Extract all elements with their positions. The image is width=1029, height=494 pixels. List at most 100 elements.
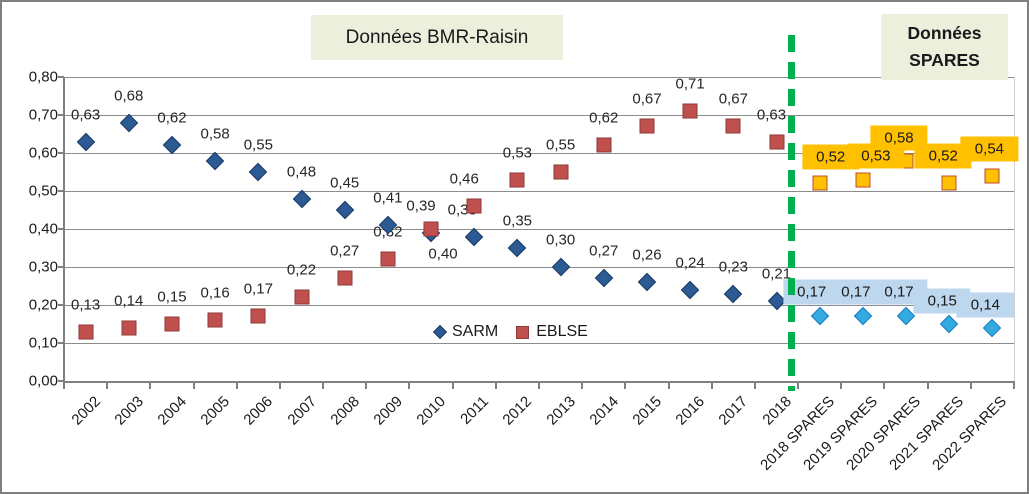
data-point-square-marker <box>380 251 396 267</box>
data-point-label: 0,27 <box>330 242 360 260</box>
right-region-title-line1: Données <box>907 22 982 43</box>
legend-label-sarm: SARM <box>452 323 499 340</box>
data-point-square-marker <box>639 118 655 134</box>
data-point-square-marker <box>682 103 698 119</box>
y-axis-tick <box>58 114 64 116</box>
x-axis-tick <box>149 383 152 389</box>
data-point-label: 0,48 <box>286 163 317 181</box>
data-point-label: 0,39 <box>406 197 436 215</box>
data-point-label: 0,40 <box>428 245 458 263</box>
y-axis-tick <box>58 342 64 344</box>
data-point-label: 0,55 <box>545 136 576 154</box>
data-point-label: 0,54 <box>960 136 1019 162</box>
y-axis-tick-label: 0,20 <box>28 296 58 314</box>
data-point-label: 0,30 <box>545 231 576 249</box>
x-axis-tick <box>278 383 281 389</box>
gridline <box>64 229 1014 230</box>
data-point-square-marker <box>337 270 353 286</box>
data-point-label: 0,35 <box>502 212 533 230</box>
spares-separator-dashed-line <box>788 35 795 391</box>
data-point-label: 0,58 <box>870 125 928 151</box>
data-point-label: 0,14 <box>114 292 144 310</box>
x-axis-tick <box>451 383 454 389</box>
y-axis-tick <box>58 190 64 192</box>
x-axis-tick <box>538 383 540 389</box>
data-point-label: 0,26 <box>632 246 662 264</box>
data-point-square-marker <box>553 164 569 180</box>
x-axis-tick <box>63 383 65 389</box>
y-axis-tick-label: 0,80 <box>28 68 58 86</box>
data-point-label: 0,23 <box>718 258 748 276</box>
data-point-label: 0,22 <box>286 261 317 279</box>
data-point-label: 0,58 <box>200 125 230 143</box>
data-point-label: 0,13 <box>70 296 101 314</box>
y-axis-tick-label: 0,30 <box>28 258 58 276</box>
y-axis-line <box>63 77 65 381</box>
x-axis-tick <box>969 383 972 389</box>
right-region-title-line2: SPARES <box>909 50 980 70</box>
plot-right-border <box>1014 77 1015 381</box>
right-region-title: Données SPARES <box>881 14 1008 80</box>
data-point-label: 0,16 <box>200 284 230 302</box>
x-axis-tick <box>365 383 368 389</box>
data-point-square-marker <box>596 137 612 153</box>
data-point-label: 0,14 <box>956 292 1015 318</box>
data-point-square-marker <box>855 172 871 188</box>
data-point-label: 0,45 <box>330 174 360 192</box>
data-point-square-marker <box>294 289 309 305</box>
y-axis-tick-label: 0,50 <box>28 182 58 200</box>
data-point-square-marker <box>812 175 828 191</box>
x-axis-line <box>63 381 1015 383</box>
legend: SARM EBLSE <box>432 323 588 341</box>
legend-label-eblse: EBLSE <box>536 323 588 340</box>
data-point-square-marker <box>78 324 94 340</box>
y-axis-tick <box>58 266 64 268</box>
x-axis-tick <box>322 383 325 389</box>
data-point-label: 0,41 <box>373 189 403 207</box>
gridline <box>64 115 1014 116</box>
data-point-label: 0,63 <box>756 106 787 124</box>
data-point-label: 0,62 <box>157 109 187 127</box>
y-axis-tick-label: 0,70 <box>28 106 58 124</box>
y-axis-tick-label: 0,60 <box>28 144 58 162</box>
data-point-square-marker <box>423 221 439 237</box>
data-point-label: 0,67 <box>718 90 748 108</box>
gridline <box>64 153 1014 154</box>
y-axis-tick-label: 0,10 <box>28 334 58 352</box>
data-point-square-marker <box>250 308 266 324</box>
data-point-label: 0,68 <box>114 87 144 105</box>
x-axis-tick <box>926 383 929 389</box>
y-axis-tick <box>58 152 64 154</box>
left-region-title-text: Données BMR-Raisin <box>345 26 529 48</box>
y-axis-tick <box>58 380 64 382</box>
y-axis-tick-label: 0,00 <box>28 372 58 390</box>
x-axis-tick <box>667 383 670 389</box>
data-point-label: 0,62 <box>589 109 619 127</box>
gridline <box>64 267 1014 268</box>
data-point-square-marker <box>941 175 957 191</box>
data-point-label: 0,24 <box>675 254 705 272</box>
x-axis-tick <box>494 383 497 389</box>
y-axis-tick-label: 0,40 <box>28 220 58 238</box>
data-point-square-marker <box>164 316 180 332</box>
data-point-label: 0,46 <box>449 170 479 188</box>
x-axis-tick <box>840 383 843 389</box>
x-axis-tick <box>235 383 238 389</box>
data-point-square-marker <box>984 168 1000 184</box>
data-point-square-marker <box>121 320 137 336</box>
gridline <box>64 305 1014 306</box>
left-region-title: Données BMR-Raisin <box>311 15 563 60</box>
data-point-label: 0,63 <box>70 106 101 124</box>
x-axis-tick <box>753 383 756 389</box>
data-point-label: 0,67 <box>632 90 662 108</box>
data-point-label: 0,15 <box>157 288 187 306</box>
eblse-square-icon <box>516 325 530 339</box>
x-axis-tick <box>1013 383 1015 389</box>
x-axis-tick <box>581 383 584 389</box>
x-axis-tick <box>710 383 713 389</box>
data-point-label: 0,71 <box>675 75 705 93</box>
data-point-square-marker <box>769 134 784 150</box>
gridline <box>64 343 1014 344</box>
